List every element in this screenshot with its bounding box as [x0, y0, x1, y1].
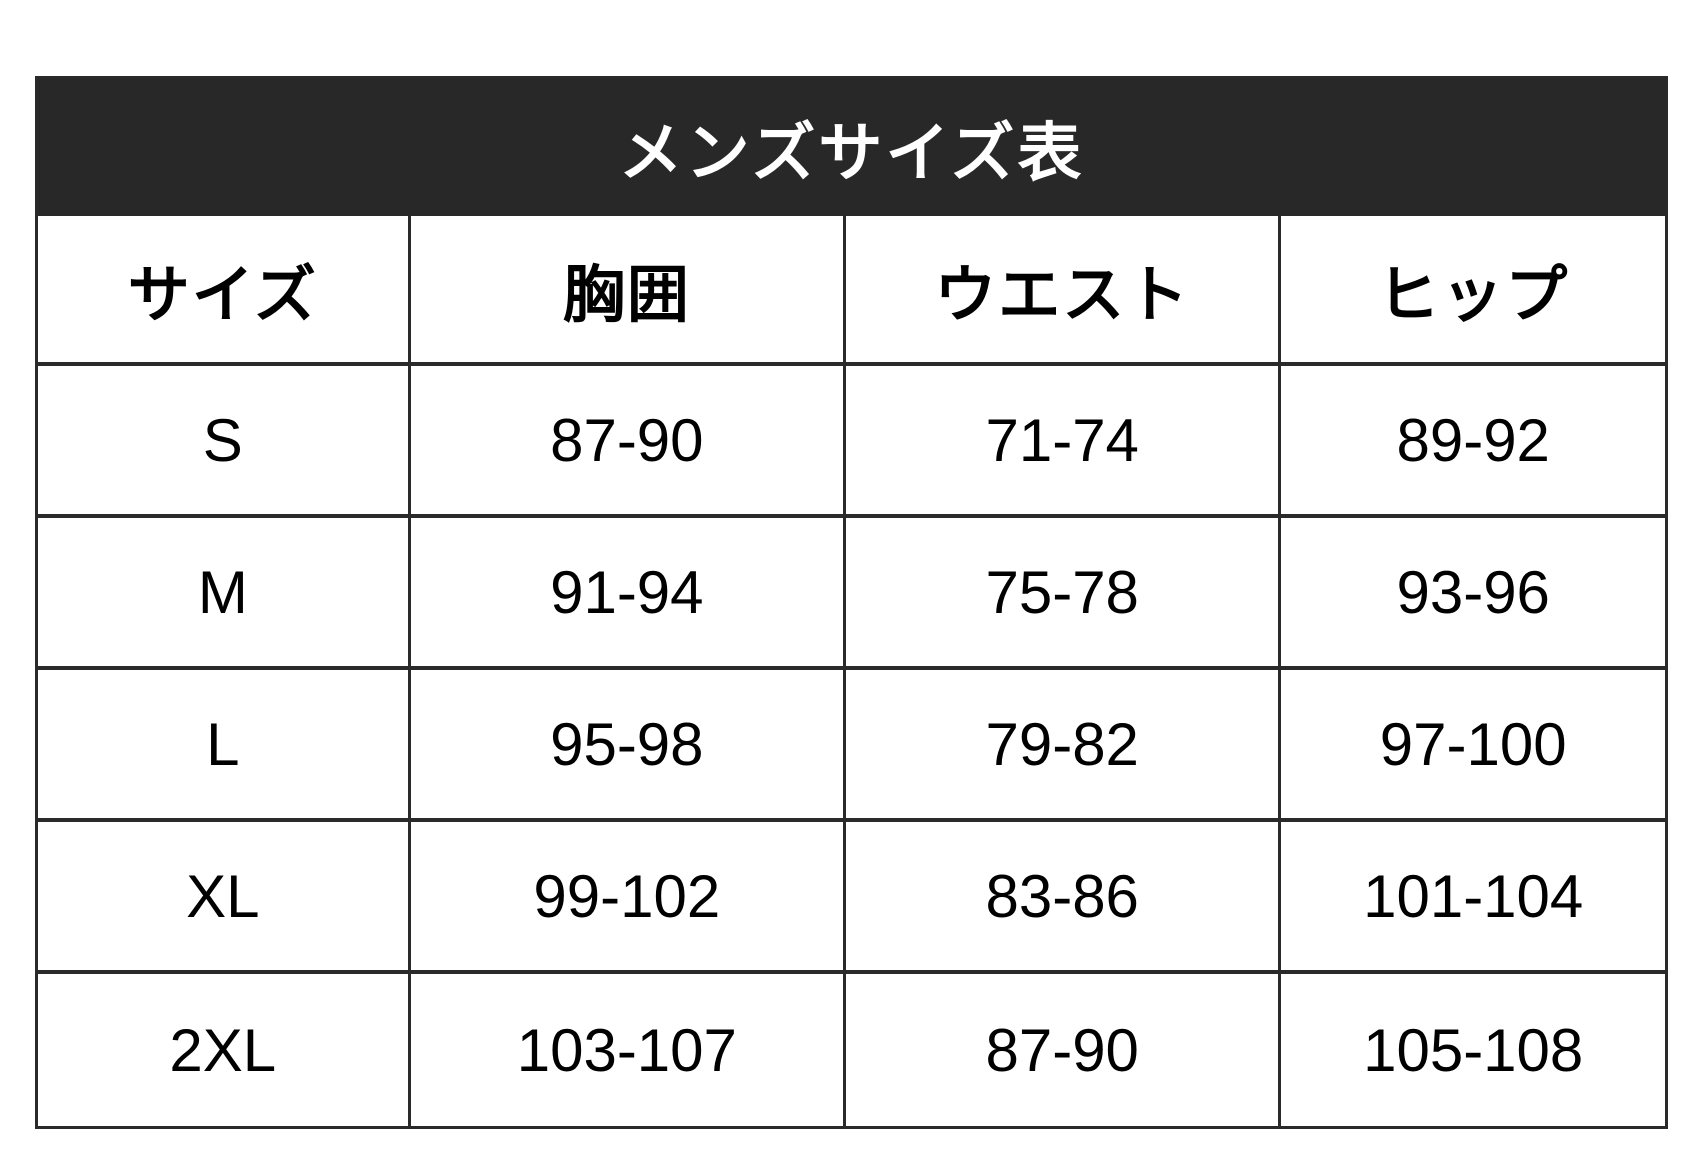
table-row: 2XL 103-107 87-90 105-108: [38, 974, 1665, 1126]
column-header-chest: 胸囲: [410, 216, 847, 366]
cell-hip: 89-92: [1281, 366, 1665, 518]
cell-size: M: [38, 518, 411, 670]
cell-waist: 79-82: [846, 670, 1282, 822]
table-header-row: サイズ 胸囲 ウエスト ヒップ: [38, 216, 1665, 366]
cell-size: L: [38, 670, 411, 822]
cell-hip: 97-100: [1281, 670, 1665, 822]
cell-hip: 105-108: [1281, 974, 1665, 1126]
cell-chest: 87-90: [410, 366, 847, 518]
cell-size: XL: [38, 822, 411, 974]
cell-chest: 103-107: [410, 974, 847, 1126]
cell-waist: 71-74: [846, 366, 1282, 518]
table-row: S 87-90 71-74 89-92: [38, 366, 1665, 518]
column-header-hip: ヒップ: [1281, 216, 1665, 366]
mens-size-chart-table: メンズサイズ表 サイズ 胸囲 ウエスト ヒップ S 87-90 71-74 89…: [35, 76, 1668, 1129]
cell-size: S: [38, 366, 411, 518]
cell-size: 2XL: [38, 974, 411, 1126]
cell-hip: 93-96: [1281, 518, 1665, 670]
cell-chest: 91-94: [410, 518, 847, 670]
table-row: L 95-98 79-82 97-100: [38, 670, 1665, 822]
table-title: メンズサイズ表: [618, 116, 1085, 189]
cell-chest: 95-98: [410, 670, 847, 822]
cell-hip: 101-104: [1281, 822, 1665, 974]
cell-waist: 87-90: [846, 974, 1282, 1126]
table-row: XL 99-102 83-86 101-104: [38, 822, 1665, 974]
cell-waist: 75-78: [846, 518, 1282, 670]
table-title-bar: メンズサイズ表: [38, 79, 1665, 216]
cell-chest: 99-102: [410, 822, 847, 974]
column-header-waist: ウエスト: [846, 216, 1282, 366]
table-row: M 91-94 75-78 93-96: [38, 518, 1665, 670]
cell-waist: 83-86: [846, 822, 1282, 974]
column-header-size: サイズ: [38, 216, 411, 366]
